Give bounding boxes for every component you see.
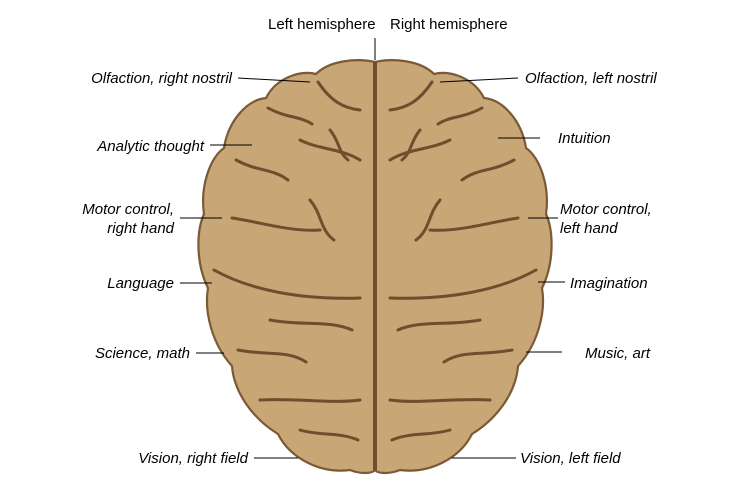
label-r3: Motor control, left hand	[560, 201, 652, 239]
label-r4: Imagination	[570, 275, 648, 294]
label-l2: Analytic thought	[54, 138, 204, 157]
header-left-hemisphere: Left hemisphere	[268, 16, 376, 33]
label-r1: Olfaction, left nostril	[525, 70, 657, 89]
label-l1: Olfaction, right nostril	[82, 70, 232, 89]
label-l3: Motor control, right hand	[24, 201, 174, 239]
label-r6: Vision, left field	[520, 450, 621, 469]
label-l4: Language	[24, 275, 174, 294]
brain-diagram: Left hemisphere Right hemisphere Olfacti…	[0, 0, 750, 500]
header-right-hemisphere: Right hemisphere	[390, 16, 508, 33]
label-r5: Music, art	[585, 345, 650, 364]
label-l5: Science, math	[40, 345, 190, 364]
label-l6: Vision, right field	[98, 450, 248, 469]
label-r2: Intuition	[558, 130, 611, 149]
